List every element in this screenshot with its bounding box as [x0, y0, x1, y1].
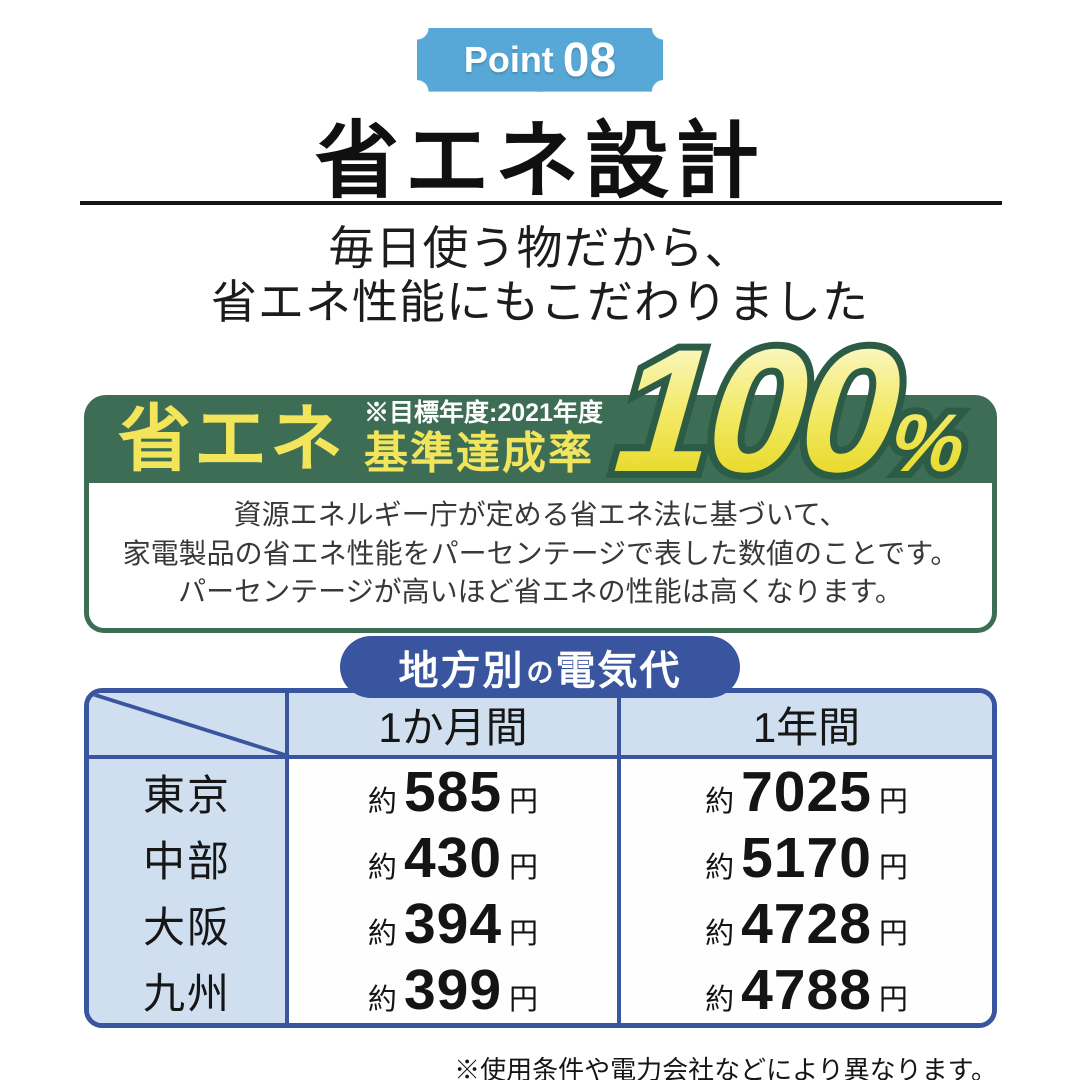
region-label: 中部	[89, 825, 289, 891]
table-title-part2: 電気代	[555, 649, 682, 693]
energy-achievement-banner: 省エネ ※目標年度:2021年度 基準達成率 100% 100% 資源エネルギー…	[84, 307, 997, 633]
region-label: 九州	[89, 957, 289, 1023]
energy-description-box: 資源エネルギー庁が定める省エネ法に基づいて、 家電製品の省エネ性能をパーセンテー…	[84, 483, 997, 633]
point-badge-number: 08	[562, 33, 617, 87]
table-header-row: 1か月間 1年間	[89, 693, 992, 759]
monthly-cost-cell: 約 585 円	[289, 759, 621, 825]
yearly-cost-cell: 約 7025 円	[621, 759, 992, 825]
achievement-rate-label: 基準達成率	[364, 429, 594, 479]
table-row-tokyo: 東京 約 585 円 約 7025 円	[89, 759, 992, 825]
subtitle: 毎日使う物だから、 省エネ性能にもこだわりました	[0, 221, 1080, 330]
target-year-note: ※目標年度:2021年度	[364, 398, 603, 427]
table-corner-cell	[89, 693, 289, 755]
achievement-value-fill: 100%	[611, 338, 974, 485]
monthly-cost-cell: 約 399 円	[289, 957, 621, 1023]
yearly-cost-cell: 約 4788 円	[621, 957, 992, 1023]
column-header-month: 1か月間	[289, 693, 621, 755]
point-badge-word: Point	[463, 39, 554, 80]
title-divider-line	[80, 201, 1002, 205]
description-line-3: パーセンテージが高いほど省エネの性能は高くなります。	[178, 576, 903, 608]
point-number-badge: Point 08	[417, 28, 663, 92]
table-row-osaka: 大阪 約 394 円 約 4728 円	[89, 891, 992, 957]
table-title-particle: の	[526, 657, 554, 688]
table-row-kyushu: 九州 約 399 円 約 4788 円	[89, 957, 992, 1023]
energy-achievement-bar: 省エネ ※目標年度:2021年度 基準達成率 100% 100%	[84, 307, 997, 516]
table-title-pill: 地方別 の 電気代	[340, 636, 740, 698]
electricity-cost-table: 1か月間 1年間 東京 約 585 円 約 7025 円 中部 約 430 円 約 5170 円…	[84, 688, 997, 1028]
diagonal-line	[89, 693, 285, 755]
description-line-1: 資源エネルギー庁が定める省エネ法に基づいて、	[233, 499, 848, 530]
table-title-part1: 地方別	[398, 649, 525, 693]
subtitle-line-2: 省エネ性能にもこだわりました	[211, 276, 869, 329]
subtitle-line-1: 毎日使う物だから、	[328, 222, 752, 274]
region-label: 大阪	[89, 891, 289, 957]
table-row-chubu: 中部 約 430 円 約 5170 円	[89, 825, 992, 891]
region-label: 東京	[89, 759, 289, 825]
monthly-cost-cell: 約 430 円	[289, 825, 621, 891]
column-header-year: 1年間	[621, 693, 992, 755]
description-line-2: 家電製品の省エネ性能をパーセンテージで表した数値のことです。	[122, 537, 959, 569]
achievement-value: 100% 100%	[602, 307, 976, 516]
footnote: ※使用条件や電力会社などにより異なります。	[454, 1055, 997, 1080]
achievement-caption: ※目標年度:2021年度 基準達成率	[364, 398, 603, 479]
monthly-cost-cell: 約 394 円	[289, 891, 621, 957]
yearly-cost-cell: 約 4728 円	[621, 891, 992, 957]
yearly-cost-cell: 約 5170 円	[621, 825, 992, 891]
energy-saving-label: 省エネ	[118, 398, 346, 480]
page-title: 省エネ設計	[314, 114, 765, 208]
